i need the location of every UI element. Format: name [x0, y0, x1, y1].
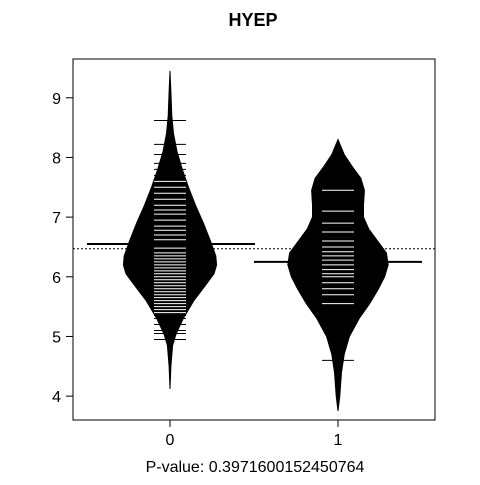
axes-layer: 4 5 6 7 8 9 0 1 [52, 91, 342, 449]
y-tick-label: 6 [52, 270, 61, 287]
bean-1 [254, 138, 422, 412]
x-tick-label-0: 0 [166, 432, 175, 449]
y-tick-label: 8 [52, 150, 61, 167]
beans-layer [73, 70, 435, 412]
bean-0 [87, 70, 255, 390]
x-axis-label: P-value: 0.3971600152450764 [146, 459, 365, 476]
chart-title: HYEP [228, 10, 277, 30]
y-tick-label: 9 [52, 91, 61, 108]
x-tick-label-1: 1 [334, 432, 343, 449]
y-tick-label: 4 [52, 389, 61, 406]
plot-frame [72, 58, 436, 421]
y-tick-label: 7 [52, 210, 61, 227]
bean-density-1 [287, 138, 389, 412]
y-tick-label: 5 [52, 329, 61, 346]
